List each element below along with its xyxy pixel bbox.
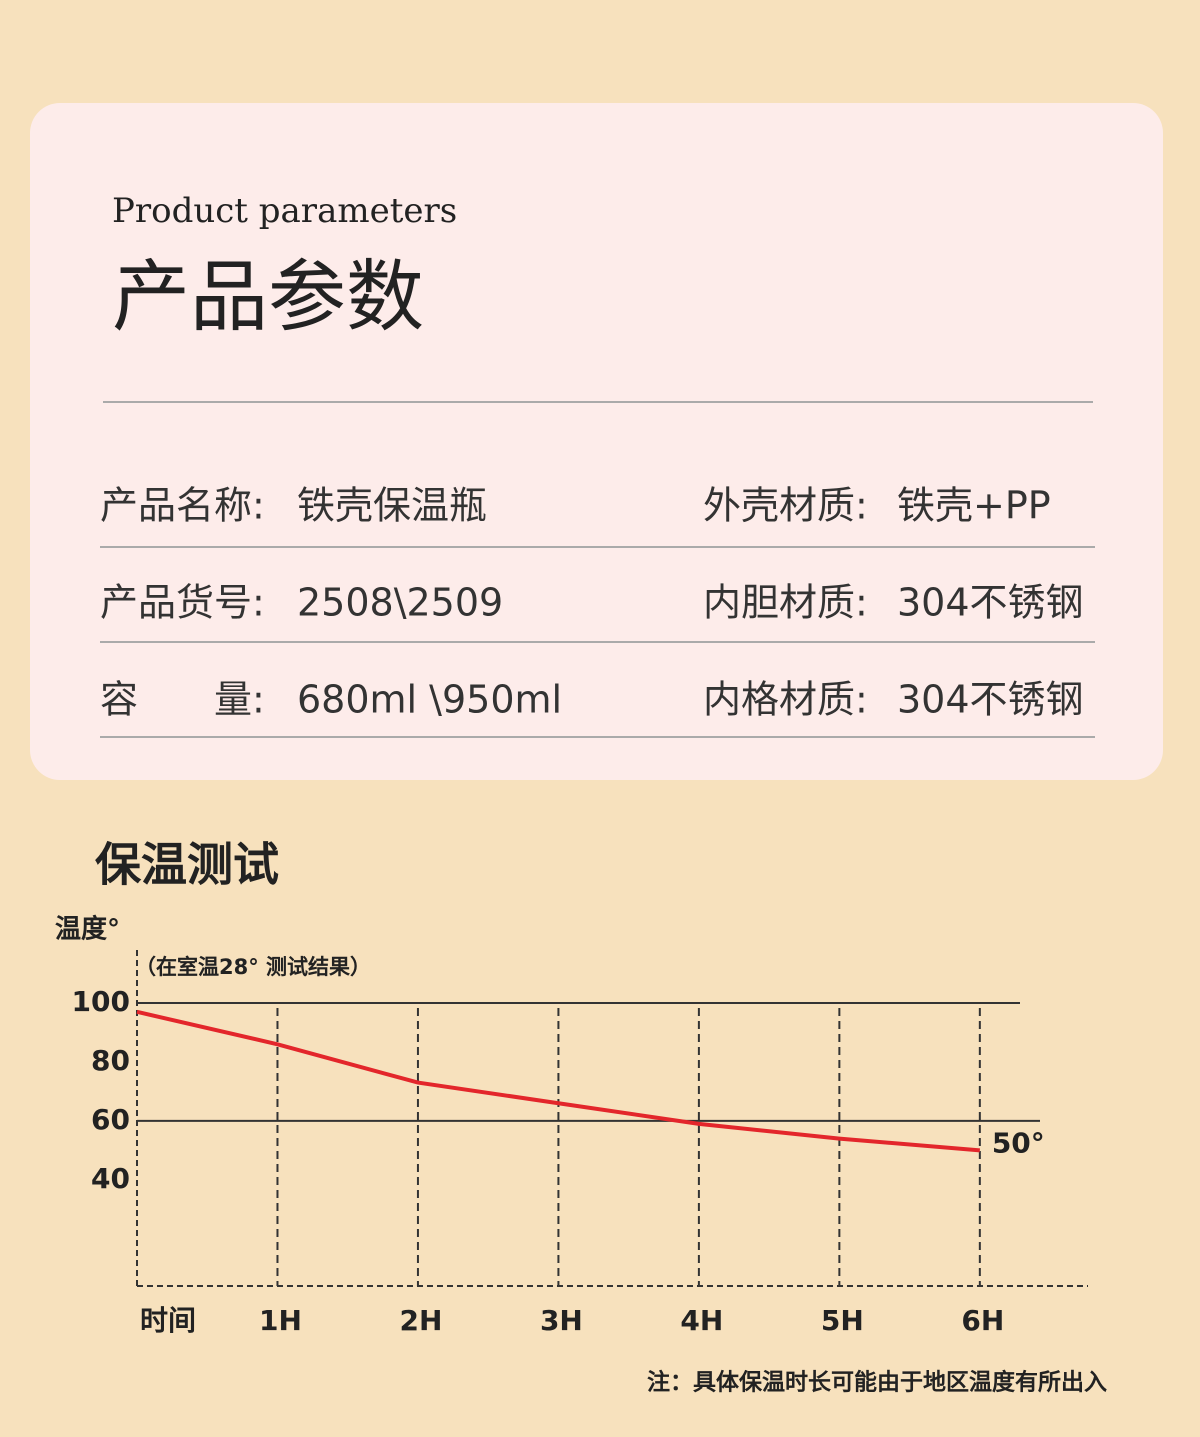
param-label: 外壳材质: bbox=[703, 484, 868, 528]
param-value: 304不锈钢 bbox=[897, 581, 1084, 625]
subtitle: Product parameters bbox=[112, 191, 457, 231]
x-tick-label: 4H bbox=[680, 1304, 723, 1337]
param-label: 产品货号: bbox=[100, 581, 265, 625]
param-label: 内格材质: bbox=[703, 678, 868, 722]
param-card bbox=[30, 103, 1163, 780]
param-label: 内胆材质: bbox=[703, 581, 868, 625]
x-tick-label: 6H bbox=[961, 1304, 1004, 1337]
param-label: 容 量: bbox=[100, 678, 265, 722]
temperature-line bbox=[136, 1009, 981, 1153]
y-tick-label: 40 bbox=[91, 1162, 130, 1195]
param-value: 铁壳+PP bbox=[897, 484, 1051, 528]
x-axis-label: 时间 bbox=[140, 1304, 196, 1337]
x-tick-label: 1H bbox=[259, 1304, 302, 1337]
x-tick-label: 5H bbox=[821, 1304, 864, 1337]
note: 注：具体保温时长可能由于地区温度有所出入 bbox=[647, 1369, 1107, 1396]
chart-title: 保温测试 bbox=[95, 838, 279, 892]
param-value: 2508\2509 bbox=[297, 581, 503, 625]
y-tick-label: 60 bbox=[91, 1103, 130, 1136]
data-label: 50° bbox=[992, 1126, 1045, 1159]
annotation: （在室温28° 测试结果） bbox=[135, 955, 371, 979]
y-axis-label: 温度° bbox=[55, 914, 120, 945]
param-label: 产品名称: bbox=[100, 484, 265, 528]
x-tick-label: 2H bbox=[399, 1304, 442, 1337]
param-value: 304不锈钢 bbox=[897, 678, 1084, 722]
y-tick-label: 80 bbox=[91, 1044, 130, 1077]
x-tick-label: 3H bbox=[540, 1304, 583, 1337]
title: 产品参数 bbox=[112, 252, 424, 342]
param-value: 铁壳保温瓶 bbox=[297, 484, 487, 528]
param-value: 680ml \950ml bbox=[297, 678, 562, 722]
y-tick-label: 100 bbox=[72, 985, 130, 1018]
